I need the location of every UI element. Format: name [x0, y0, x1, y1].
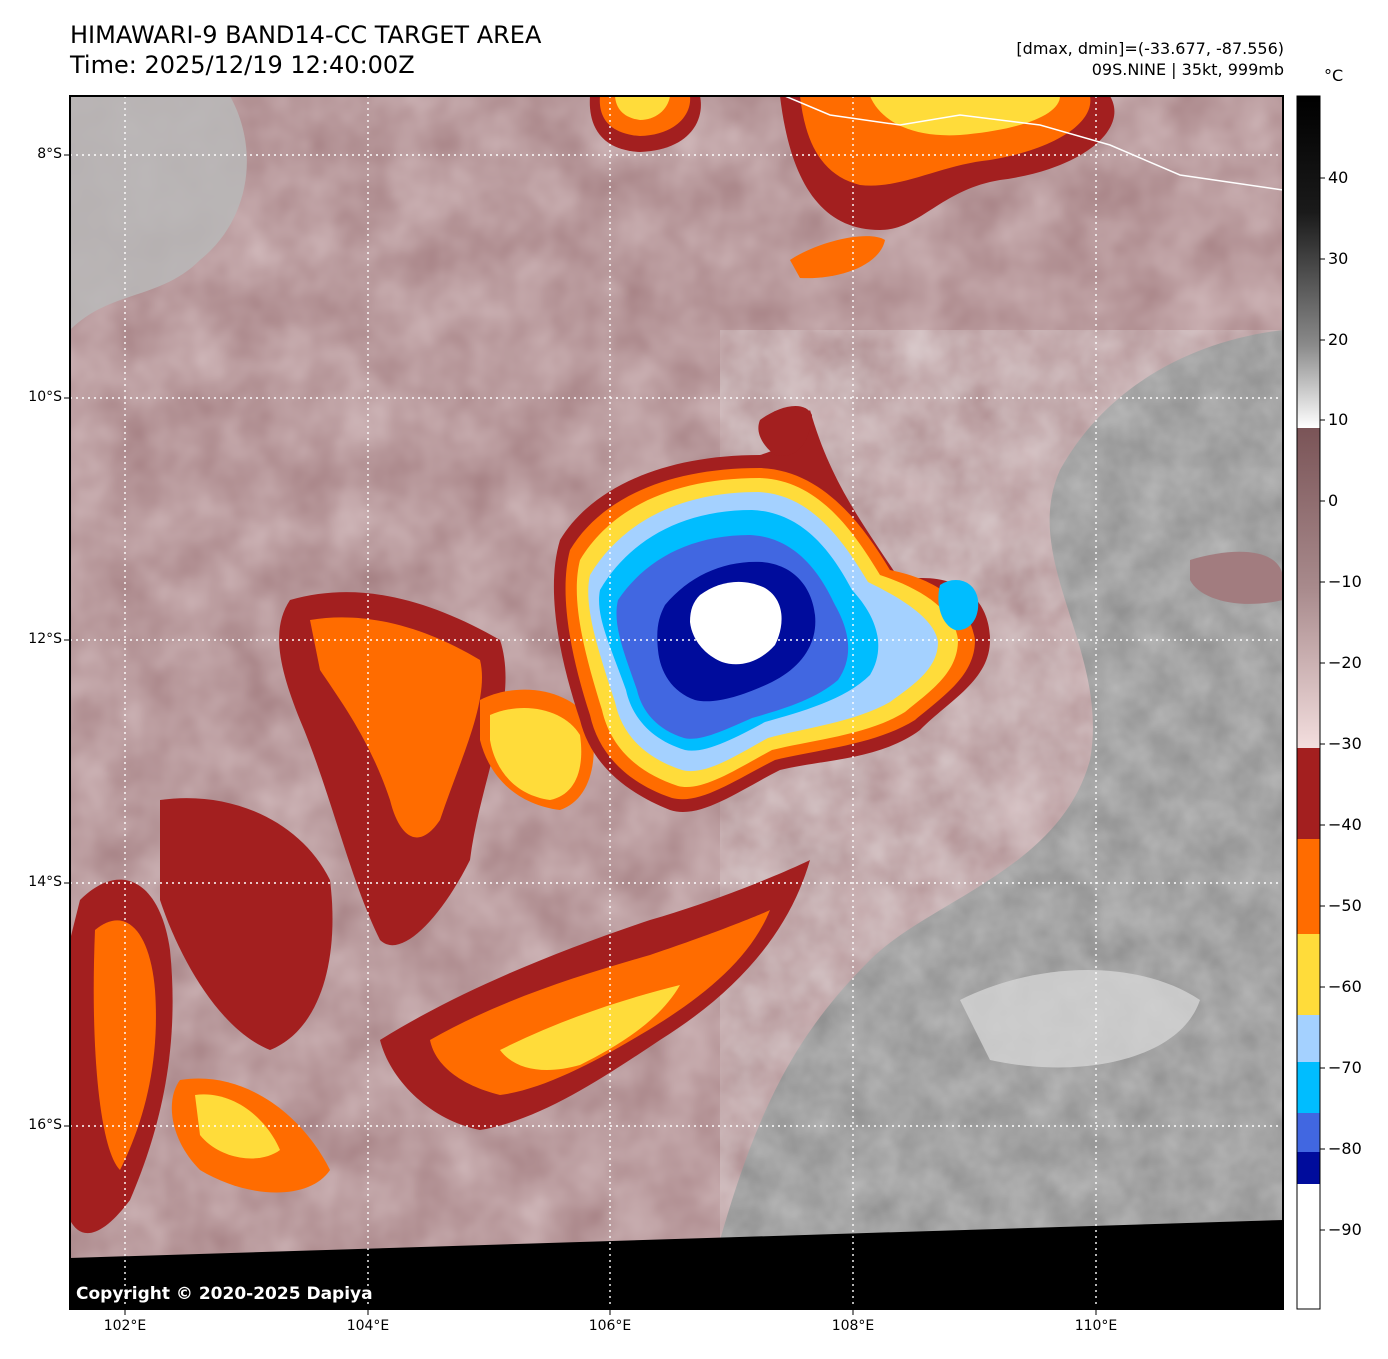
- colorbar-gray-segment: [1297, 96, 1320, 428]
- colorbar-unit: °C: [1324, 66, 1344, 85]
- imagery: [70, 96, 1283, 1309]
- low-cloud-patch: [960, 970, 1200, 1068]
- title-line1: HIMAWARI-9 BAND14-CC TARGET AREA: [70, 21, 542, 49]
- north-cell: [758, 405, 812, 456]
- lat-label-16s: 16°S: [28, 1117, 62, 1133]
- no-data-region: [70, 1220, 1283, 1309]
- axis-ticks: [64, 154, 1097, 1315]
- map-frame: [69, 95, 1284, 1310]
- ne-cell-cyan: [938, 580, 979, 631]
- title-line2: Time: 2025/12/19 12:40:00Z: [70, 51, 415, 79]
- colorbar-white: [1297, 1184, 1320, 1309]
- lat-label-8s: 8°S: [37, 146, 62, 162]
- lon-label-106e: 106°E: [588, 1318, 632, 1334]
- sw-cell-yellow: [195, 1094, 280, 1159]
- metadata-block: [dmax, dmin]=(-33.677, -87.556) 09S.NINE…: [1016, 38, 1284, 80]
- colorbar-tick: −30: [1328, 734, 1362, 753]
- lon-label-110e: 110°E: [1074, 1318, 1118, 1334]
- chart-title: HIMAWARI-9 BAND14-CC TARGET AREA Time: 2…: [70, 20, 541, 80]
- lat-label-10s: 10°S: [28, 389, 62, 405]
- colorbar-tick: −10: [1328, 572, 1362, 591]
- lat-label-12s: 12°S: [28, 631, 62, 647]
- colorbar-warm-segment: [1297, 428, 1320, 748]
- lat-label-14s: 14°S: [28, 874, 62, 890]
- colorbar-royal-blue: [1297, 1113, 1320, 1152]
- colorbar-orange: [1297, 839, 1320, 934]
- colorbar-tick: −80: [1328, 1139, 1362, 1158]
- lon-label-102e: 102°E: [103, 1318, 147, 1334]
- java-coastline: [784, 96, 1283, 191]
- north-band-a-yellow: [615, 96, 670, 120]
- west-band-1-orange: [310, 617, 482, 838]
- colorbar-tick: −70: [1328, 1058, 1362, 1077]
- south-band-yellow: [500, 985, 680, 1070]
- colorbar-tick: 0: [1328, 491, 1339, 510]
- small-cell-north: [790, 236, 885, 279]
- lon-label-104e: 104°E: [346, 1318, 390, 1334]
- colorbar-cyan: [1297, 1062, 1320, 1113]
- colorbar-tick: −60: [1328, 977, 1362, 996]
- colorbar-yellow: [1297, 934, 1320, 1015]
- graticule: [70, 96, 1283, 1309]
- colorbar-tick: 40: [1328, 168, 1349, 187]
- colorbar-tick: 20: [1328, 330, 1349, 349]
- dmax-dmin-label: [dmax, dmin]=(-33.677, -87.556): [1016, 39, 1284, 58]
- west-band-2: [160, 798, 333, 1050]
- warm-patch-east: [1190, 551, 1283, 604]
- colorbar-tick: −20: [1328, 653, 1362, 672]
- colorbar-light-blue: [1297, 1015, 1320, 1062]
- colorbar-tick: 30: [1328, 249, 1349, 268]
- colorbar-navy: [1297, 1152, 1320, 1184]
- colorbar-tick: 10: [1328, 410, 1349, 429]
- copyright-notice: Copyright © 2020-2025 Dapiya: [76, 1284, 373, 1304]
- cdo-coldest-tops: [690, 581, 782, 665]
- colorbar-tick: −40: [1328, 815, 1362, 834]
- storm-label: 09S.NINE | 35kt, 999mb: [1091, 60, 1284, 79]
- colorbar-tick: −50: [1328, 896, 1362, 915]
- lon-label-108e: 108°E: [831, 1318, 875, 1334]
- colorbar-tick: −90: [1328, 1220, 1362, 1239]
- colorbar-dark-red: [1297, 748, 1320, 839]
- colorbar: [1296, 95, 1325, 1310]
- colorbar-frame: [1296, 95, 1321, 1310]
- west-core-cell-yellow: [490, 707, 582, 800]
